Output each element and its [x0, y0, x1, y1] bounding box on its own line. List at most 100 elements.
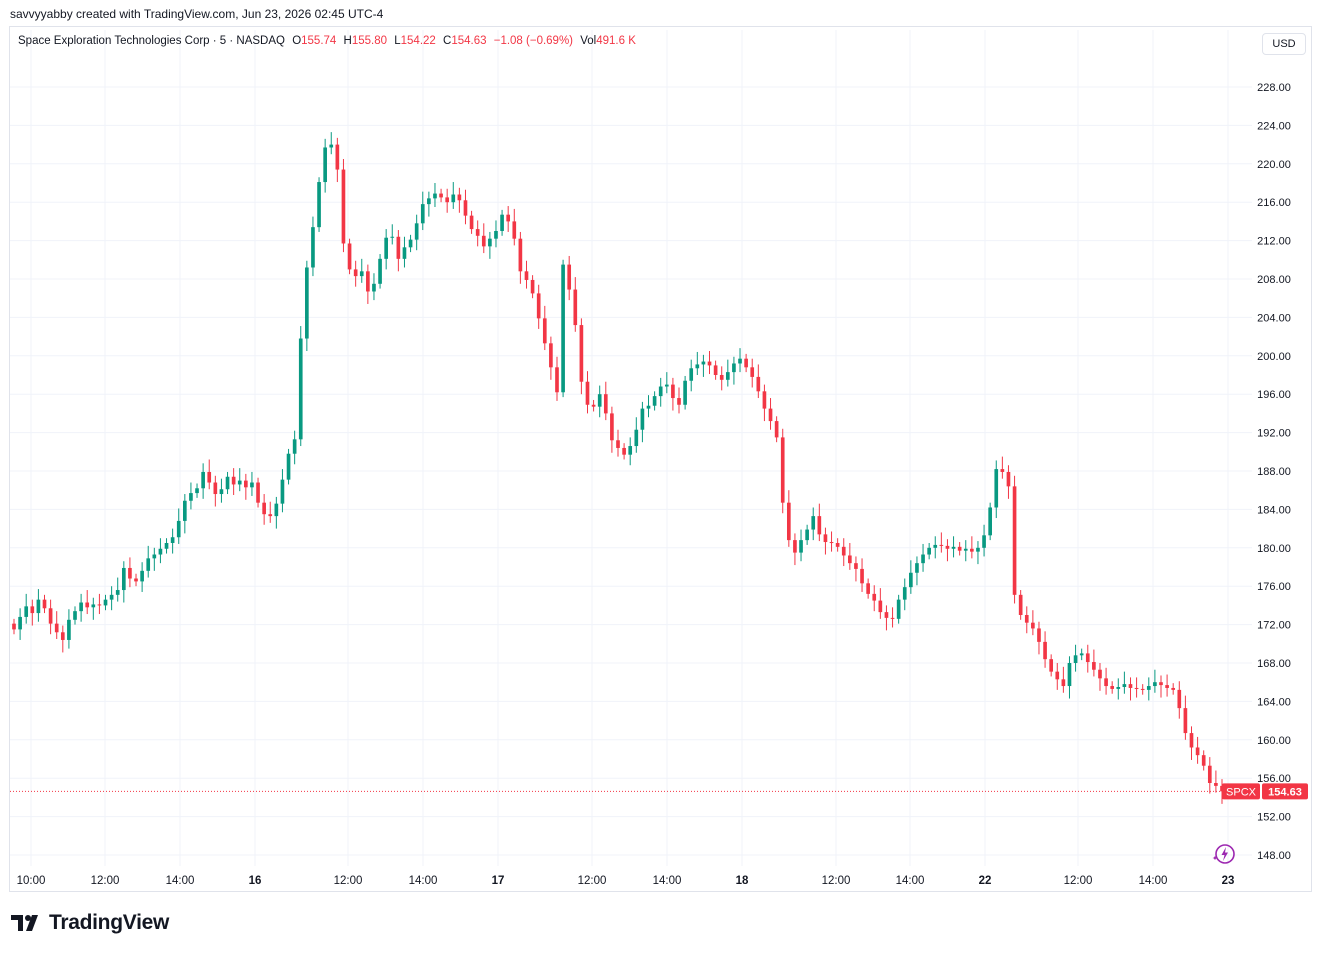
candle-body	[1110, 686, 1115, 689]
candle-body	[1195, 747, 1200, 756]
x-tick-label: 12:00	[822, 875, 851, 887]
candle-body	[79, 602, 83, 612]
candle-body	[1104, 678, 1108, 687]
candle-body	[713, 365, 718, 375]
candle-body	[91, 604, 96, 608]
candle-body	[646, 405, 651, 409]
candle-body	[414, 223, 419, 240]
y-tick-label: 216.00	[1257, 197, 1291, 209]
tradingview-logo[interactable]: TradingView	[11, 911, 169, 935]
candle-body	[603, 394, 608, 414]
chart-credit: savvyyabby created with TradingView.com,…	[10, 7, 384, 21]
candle-body	[1055, 671, 1060, 680]
y-tick-label: 176.00	[1257, 581, 1291, 593]
y-axis: 228.00 224.00 220.00 216.00 212.00 208.00 204.…	[1257, 82, 1291, 862]
candle-body	[1165, 685, 1169, 688]
candle-body	[323, 147, 327, 183]
candle-body	[860, 568, 864, 584]
legend-name[interactable]: Space Exploration Technologies Corp · 5 …	[18, 35, 285, 47]
candle-body	[976, 547, 980, 552]
candle-body	[85, 602, 90, 608]
candle-body	[561, 264, 565, 393]
candle-body	[1079, 653, 1084, 656]
y-tick-label: 168.00	[1257, 658, 1291, 670]
currency-button[interactable]: USD	[1262, 33, 1306, 55]
candle-body	[805, 529, 809, 541]
x-axis: 10:00 12:00 14:00 16 12:00 14:00 17 12:00 14:00 1…	[17, 875, 1235, 887]
candle-body	[1177, 689, 1182, 709]
legend-high-label: H	[343, 35, 352, 47]
candle-body	[109, 594, 114, 600]
candle-body	[512, 221, 517, 239]
y-tick-label: 156.00	[1257, 773, 1291, 785]
candle-body	[30, 606, 35, 614]
x-tick-label: 14:00	[166, 875, 195, 887]
candle-body	[744, 358, 748, 368]
candle-body	[1171, 687, 1176, 690]
candle-body	[237, 480, 242, 485]
candle-body	[780, 437, 785, 503]
y-tick-label: 160.00	[1257, 735, 1291, 747]
candle-body	[445, 197, 450, 203]
candle-body	[225, 476, 230, 490]
x-tick-label: 12:00	[578, 875, 607, 887]
candle-body	[1024, 615, 1029, 623]
candle-body	[957, 546, 962, 551]
candle-body	[231, 476, 236, 485]
y-tick-label: 148.00	[1257, 850, 1291, 862]
candle-body	[945, 545, 950, 549]
candle-body	[347, 243, 352, 270]
candle-body	[1031, 622, 1035, 629]
candle-body	[1153, 682, 1157, 687]
y-tick-label: 196.00	[1257, 389, 1291, 401]
candle-body	[164, 543, 169, 549]
grid	[10, 30, 1252, 866]
y-tick-label: 164.00	[1257, 696, 1291, 708]
candle-body	[219, 489, 224, 495]
candle-body	[54, 623, 59, 633]
x-tick-label: 12:00	[334, 875, 363, 887]
y-tick-label: 212.00	[1257, 236, 1291, 248]
y-tick-label: 208.00	[1257, 274, 1291, 286]
candle-body	[939, 544, 944, 546]
candle-body	[469, 215, 474, 230]
candle-body	[1214, 783, 1218, 786]
candle-body	[128, 567, 132, 579]
chart-frame	[9, 26, 1312, 892]
candle-body	[408, 239, 413, 248]
y-tick-label: 188.00	[1257, 466, 1291, 478]
y-tick-label: 228.00	[1257, 82, 1291, 94]
tradingview-logo-text: TradingView	[49, 911, 170, 934]
candle-body	[500, 214, 504, 231]
x-tick-label: 17	[492, 875, 505, 887]
candle-body	[774, 421, 779, 438]
candle-body	[768, 408, 773, 422]
candle-body	[439, 193, 443, 198]
candle-body	[610, 413, 614, 441]
candle-body	[854, 563, 858, 569]
candle-body	[134, 578, 138, 582]
candle-body	[793, 540, 797, 553]
legend-open-label: O	[292, 35, 302, 47]
legend-close-label: C	[443, 35, 452, 47]
candle-body	[18, 616, 22, 630]
flash-icon[interactable]	[1212, 843, 1236, 865]
symbol-legend: Space Exploration Technologies Corp · 5 …	[18, 35, 640, 47]
candle-body	[664, 384, 669, 387]
candle-body	[244, 480, 248, 488]
candle-body	[591, 404, 596, 407]
candle-body	[1092, 662, 1096, 670]
x-tick-label: 12:00	[91, 875, 120, 887]
candle-body	[353, 269, 358, 277]
candle-body	[628, 446, 633, 455]
candle-body	[73, 611, 77, 620]
price-tag-label: 154.63	[1268, 786, 1302, 798]
candle-body	[988, 507, 992, 536]
candle-body	[60, 632, 65, 640]
candle-body	[1018, 594, 1023, 615]
candle-body	[701, 361, 706, 365]
candle-body	[463, 200, 468, 216]
candle-body	[890, 617, 895, 619]
candle-body	[280, 479, 285, 504]
